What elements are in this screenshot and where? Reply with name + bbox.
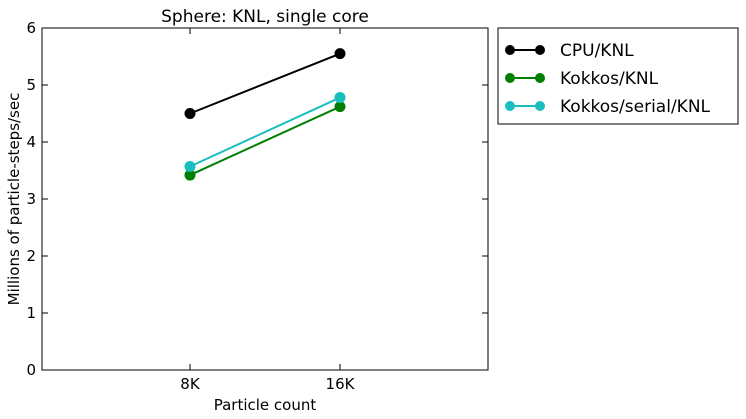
legend-item: Kokkos/KNL (505, 69, 659, 89)
data-point (184, 108, 196, 119)
y-tick-label: 1 (26, 304, 36, 322)
plot-area (41, 27, 489, 371)
plot-frame (41, 27, 489, 371)
series-group (184, 48, 346, 181)
data-point (184, 161, 196, 173)
y-tick-label: 2 (26, 247, 36, 265)
legend-label: Kokkos/serial/KNL (560, 97, 711, 117)
y-tick-label: 5 (26, 76, 36, 94)
data-point (334, 101, 346, 113)
x-tick-label: 8K (180, 375, 201, 393)
legend-marker (505, 45, 515, 55)
y-tick-label: 0 (26, 361, 36, 379)
series-line (189, 96, 341, 168)
legend-marker (505, 73, 515, 83)
series-line (189, 105, 341, 176)
series-line (189, 52, 341, 115)
y-axis-label: Millions of particle-steps/sec (5, 93, 23, 306)
legend-marker (535, 73, 545, 83)
legend: CPU/KNL Kokkos/KNL Kokkos/serial/KNL (497, 27, 739, 125)
legend-marker (535, 101, 545, 111)
x-tick-label: 16K (326, 375, 356, 393)
y-axis: 0 1 2 3 4 5 6 (26, 19, 488, 379)
legend-label: Kokkos/KNL (560, 69, 659, 89)
y-tick-label: 4 (26, 133, 36, 151)
chart-title: Sphere: KNL, single core (161, 7, 369, 27)
y-tick-label: 3 (26, 190, 36, 208)
data-point (334, 92, 346, 104)
legend-marker (535, 45, 545, 55)
x-axis-label: Particle count (214, 396, 317, 414)
series-0 (184, 48, 346, 119)
data-point (334, 48, 346, 60)
legend-item: CPU/KNL (505, 41, 634, 61)
series-1 (184, 101, 346, 181)
y-tick-label: 6 (26, 19, 36, 37)
legend-item: Kokkos/serial/KNL (505, 97, 711, 117)
x-axis: 8K 16K (180, 28, 356, 393)
series-2 (184, 92, 346, 173)
legend-label: CPU/KNL (560, 41, 634, 61)
legend-marker (505, 101, 515, 111)
